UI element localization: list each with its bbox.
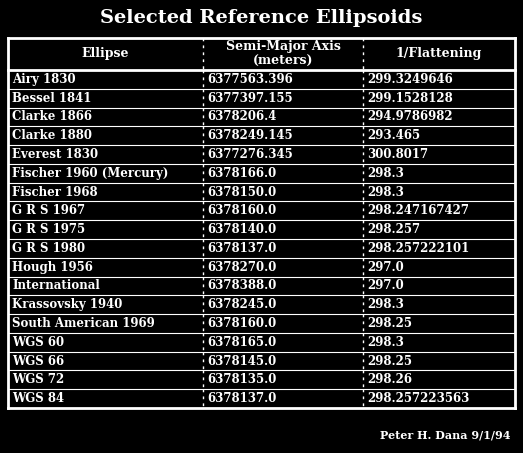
Text: 6378206.4: 6378206.4 <box>207 111 277 124</box>
Text: Selected Reference Ellipsoids: Selected Reference Ellipsoids <box>100 9 423 27</box>
Text: 298.257223563: 298.257223563 <box>367 392 469 405</box>
Text: Everest 1830: Everest 1830 <box>12 148 98 161</box>
Text: 6377276.345: 6377276.345 <box>207 148 293 161</box>
Text: 299.3249646: 299.3249646 <box>367 73 452 86</box>
Text: G R S 1980: G R S 1980 <box>12 242 85 255</box>
Text: G R S 1975: G R S 1975 <box>12 223 85 236</box>
Text: WGS 84: WGS 84 <box>12 392 64 405</box>
Text: Fischer 1960 (Mercury): Fischer 1960 (Mercury) <box>12 167 168 180</box>
Text: 6378388.0: 6378388.0 <box>207 280 277 293</box>
Text: 6378249.145: 6378249.145 <box>207 129 293 142</box>
Text: 6378137.0: 6378137.0 <box>207 242 277 255</box>
Text: Ellipse: Ellipse <box>82 48 129 61</box>
Text: 298.257: 298.257 <box>367 223 420 236</box>
Text: Hough 1956: Hough 1956 <box>12 260 93 274</box>
Text: 6378150.0: 6378150.0 <box>207 186 277 198</box>
Text: 298.3: 298.3 <box>367 336 404 349</box>
Text: Clarke 1866: Clarke 1866 <box>12 111 92 124</box>
Text: 298.247167427: 298.247167427 <box>367 204 469 217</box>
Text: 6377397.155: 6377397.155 <box>207 92 293 105</box>
Text: 298.257222101: 298.257222101 <box>367 242 469 255</box>
Text: 298.3: 298.3 <box>367 298 404 311</box>
Text: G R S 1967: G R S 1967 <box>12 204 85 217</box>
Text: 6378270.0: 6378270.0 <box>207 260 277 274</box>
Text: 298.25: 298.25 <box>367 317 412 330</box>
Text: Fischer 1968: Fischer 1968 <box>12 186 98 198</box>
Text: 299.1528128: 299.1528128 <box>367 92 452 105</box>
Text: 6378245.0: 6378245.0 <box>207 298 277 311</box>
Text: 6378145.0: 6378145.0 <box>207 355 277 367</box>
Text: 300.8017: 300.8017 <box>367 148 428 161</box>
Text: 6378137.0: 6378137.0 <box>207 392 277 405</box>
Text: 6377563.396: 6377563.396 <box>207 73 293 86</box>
Text: 6378165.0: 6378165.0 <box>207 336 277 349</box>
Text: 297.0: 297.0 <box>367 280 404 293</box>
Text: 6378140.0: 6378140.0 <box>207 223 277 236</box>
Text: Peter H. Dana 9/1/94: Peter H. Dana 9/1/94 <box>380 429 510 440</box>
Text: WGS 66: WGS 66 <box>12 355 64 367</box>
Text: International: International <box>12 280 100 293</box>
Text: 297.0: 297.0 <box>367 260 404 274</box>
Text: WGS 60: WGS 60 <box>12 336 64 349</box>
Text: 1/Flattening: 1/Flattening <box>396 48 482 61</box>
Text: Krassovsky 1940: Krassovsky 1940 <box>12 298 122 311</box>
Text: 298.26: 298.26 <box>367 373 412 386</box>
Text: 293.465: 293.465 <box>367 129 420 142</box>
Text: 298.3: 298.3 <box>367 186 404 198</box>
Text: South American 1969: South American 1969 <box>12 317 155 330</box>
Text: 6378160.0: 6378160.0 <box>207 317 277 330</box>
Text: 294.9786982: 294.9786982 <box>367 111 452 124</box>
Text: 298.25: 298.25 <box>367 355 412 367</box>
Text: Bessel 1841: Bessel 1841 <box>12 92 92 105</box>
Text: 6378166.0: 6378166.0 <box>207 167 277 180</box>
Text: 6378135.0: 6378135.0 <box>207 373 277 386</box>
Text: 6378160.0: 6378160.0 <box>207 204 277 217</box>
Text: WGS 72: WGS 72 <box>12 373 64 386</box>
Text: 298.3: 298.3 <box>367 167 404 180</box>
Text: Clarke 1880: Clarke 1880 <box>12 129 92 142</box>
Text: Airy 1830: Airy 1830 <box>12 73 76 86</box>
Text: Semi-Major Axis
(meters): Semi-Major Axis (meters) <box>225 40 340 68</box>
